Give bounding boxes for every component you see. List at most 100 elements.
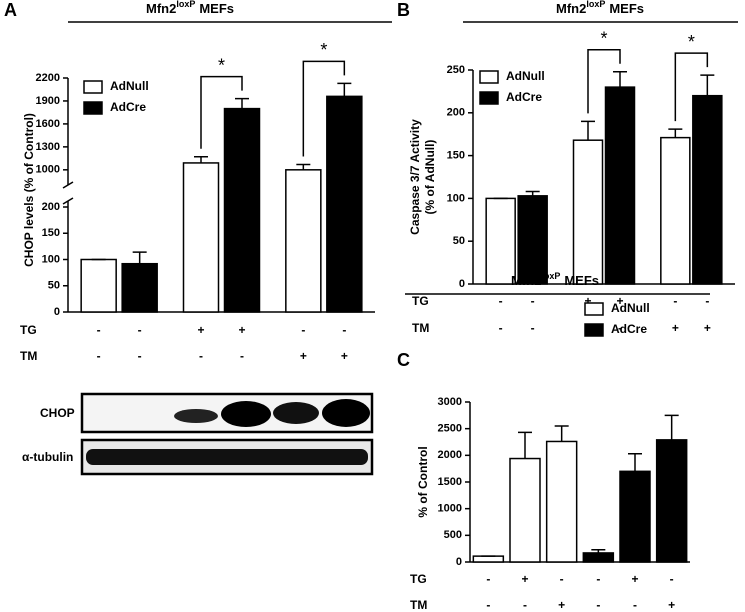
y-tick-label: 0 — [456, 556, 462, 568]
y-tick-label: 1600 — [36, 118, 60, 130]
legend-swatch — [479, 70, 499, 84]
error-bar — [518, 431, 532, 459]
legend-label: AdNull — [506, 69, 545, 83]
chart-title: Mfn1loxP MEFs — [511, 271, 599, 288]
legend-swatch — [83, 101, 103, 115]
y-axis-label: Caspase 3/7 Activity — [408, 119, 422, 235]
bar — [509, 457, 541, 563]
legend-label: AdCre — [506, 90, 542, 104]
y-tick-label: 100 — [42, 253, 60, 265]
condition-label: + — [631, 572, 638, 586]
axis-break — [62, 197, 74, 205]
y-tick-label: 3000 — [438, 396, 462, 408]
legend-label: AdNull — [611, 301, 650, 315]
title-text: Mfn1 — [511, 273, 541, 288]
condition-label: + — [584, 294, 591, 308]
condition-label: + — [668, 598, 675, 612]
y-tick-label: 1000 — [438, 503, 462, 515]
condition-label: - — [199, 349, 203, 363]
condition-label: + — [341, 349, 348, 363]
condition-name: TG — [410, 572, 427, 586]
y-axis-label: (% of AdNull) — [423, 140, 437, 215]
bar — [692, 94, 723, 285]
condition-label: - — [633, 598, 637, 612]
condition-label: - — [673, 294, 677, 308]
title-superscript: loxP — [586, 0, 605, 9]
y-tick-label: 2200 — [36, 72, 60, 84]
legend-swatch — [584, 323, 604, 337]
condition-name: TM — [20, 349, 37, 363]
significance-bracket — [674, 52, 709, 122]
condition-label: - — [596, 598, 600, 612]
condition-label: + — [672, 321, 679, 335]
legend-label: AdCre — [110, 100, 146, 114]
condition-label: - — [342, 323, 346, 337]
significance-label: * — [600, 28, 607, 48]
y-tick-label: 2000 — [438, 449, 462, 461]
legend-swatch — [83, 80, 103, 94]
condition-name: TM — [412, 321, 429, 335]
condition-label: - — [705, 294, 709, 308]
legend-swatch — [584, 302, 604, 316]
y-tick-label: 1500 — [438, 476, 462, 488]
bar — [545, 440, 578, 563]
western-blot — [80, 392, 374, 476]
condition-label: + — [558, 598, 565, 612]
blot-label: CHOP — [40, 406, 75, 420]
bar — [182, 162, 220, 313]
title-text: Mfn2 — [146, 1, 176, 16]
bar — [517, 195, 548, 285]
error-bar — [525, 190, 540, 196]
y-tick-label: 100 — [447, 192, 465, 204]
condition-label: - — [499, 321, 503, 335]
y-tick-label: 1300 — [36, 141, 60, 153]
error-bar — [591, 548, 606, 553]
title-superscript: loxP — [176, 0, 195, 9]
condition-label: - — [596, 572, 600, 586]
title-text: MEFs — [564, 273, 599, 288]
condition-name: TM — [410, 598, 427, 612]
blot-label: α-tubulin — [22, 450, 73, 464]
condition-label: - — [240, 349, 244, 363]
significance-bracket — [302, 60, 346, 157]
y-tick-label: 1000 — [36, 164, 60, 176]
condition-label: - — [97, 349, 101, 363]
error-bar — [337, 82, 352, 97]
significance-label: * — [218, 55, 225, 75]
error-bar — [668, 128, 683, 138]
error-bar — [628, 452, 642, 472]
error-bar — [194, 156, 208, 163]
title-text: Mfn2 — [556, 1, 586, 16]
bar — [285, 169, 322, 313]
legend-label: AdNull — [110, 79, 149, 93]
y-tick-label: 50 — [453, 235, 465, 247]
bar — [572, 139, 604, 285]
chart-title: Mfn2loxP MEFs — [146, 0, 234, 16]
panel-letter: B — [397, 0, 410, 20]
panel-letter: C — [397, 350, 410, 370]
condition-label: - — [138, 349, 142, 363]
significance-label: * — [320, 40, 327, 60]
condition-label: + — [300, 349, 307, 363]
title-text: MEFs — [199, 1, 234, 16]
condition-label: - — [486, 598, 490, 612]
error-bar — [664, 414, 679, 440]
band — [221, 401, 271, 427]
title-text: MEFs — [609, 1, 644, 16]
error-bar — [581, 120, 595, 141]
condition-label: - — [97, 323, 101, 337]
condition-name: TG — [412, 294, 429, 308]
condition-label: + — [197, 323, 204, 337]
band — [174, 409, 218, 423]
y-tick-label: 200 — [42, 201, 60, 213]
chart-title: Mfn2loxP MEFs — [556, 0, 644, 16]
band — [322, 399, 370, 427]
panel-letter: A — [4, 0, 17, 20]
bar — [660, 136, 691, 285]
y-axis-label: % of Control — [416, 446, 430, 517]
condition-label: - — [560, 572, 564, 586]
y-tick-label: 2500 — [438, 423, 462, 435]
significance-bracket — [587, 48, 621, 114]
bar — [121, 262, 158, 313]
